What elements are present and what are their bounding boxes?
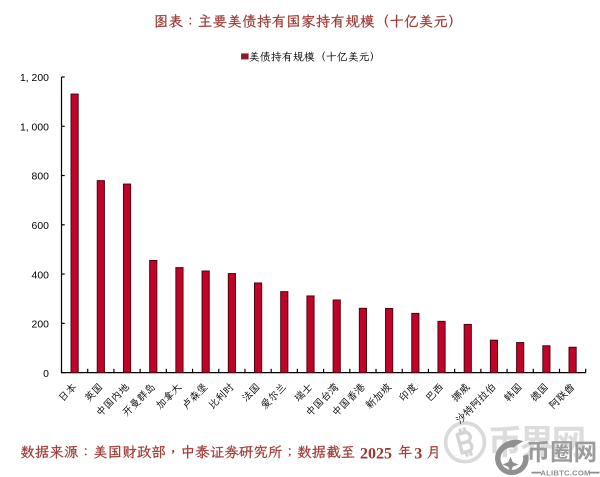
svg-text:600: 600 <box>32 221 50 232</box>
svg-text:2025: 2025 <box>360 445 392 462</box>
svg-text:200: 200 <box>32 320 50 331</box>
svg-text:3: 3 <box>414 445 422 462</box>
svg-text:ALIBTC.COM: ALIBTC.COM <box>540 469 590 477</box>
svg-text:800: 800 <box>32 172 50 183</box>
svg-text:0: 0 <box>43 369 49 380</box>
svg-text:400: 400 <box>32 270 50 281</box>
svg-text:1, 000: 1, 000 <box>20 123 49 134</box>
svg-text:1, 200: 1, 200 <box>20 73 49 84</box>
